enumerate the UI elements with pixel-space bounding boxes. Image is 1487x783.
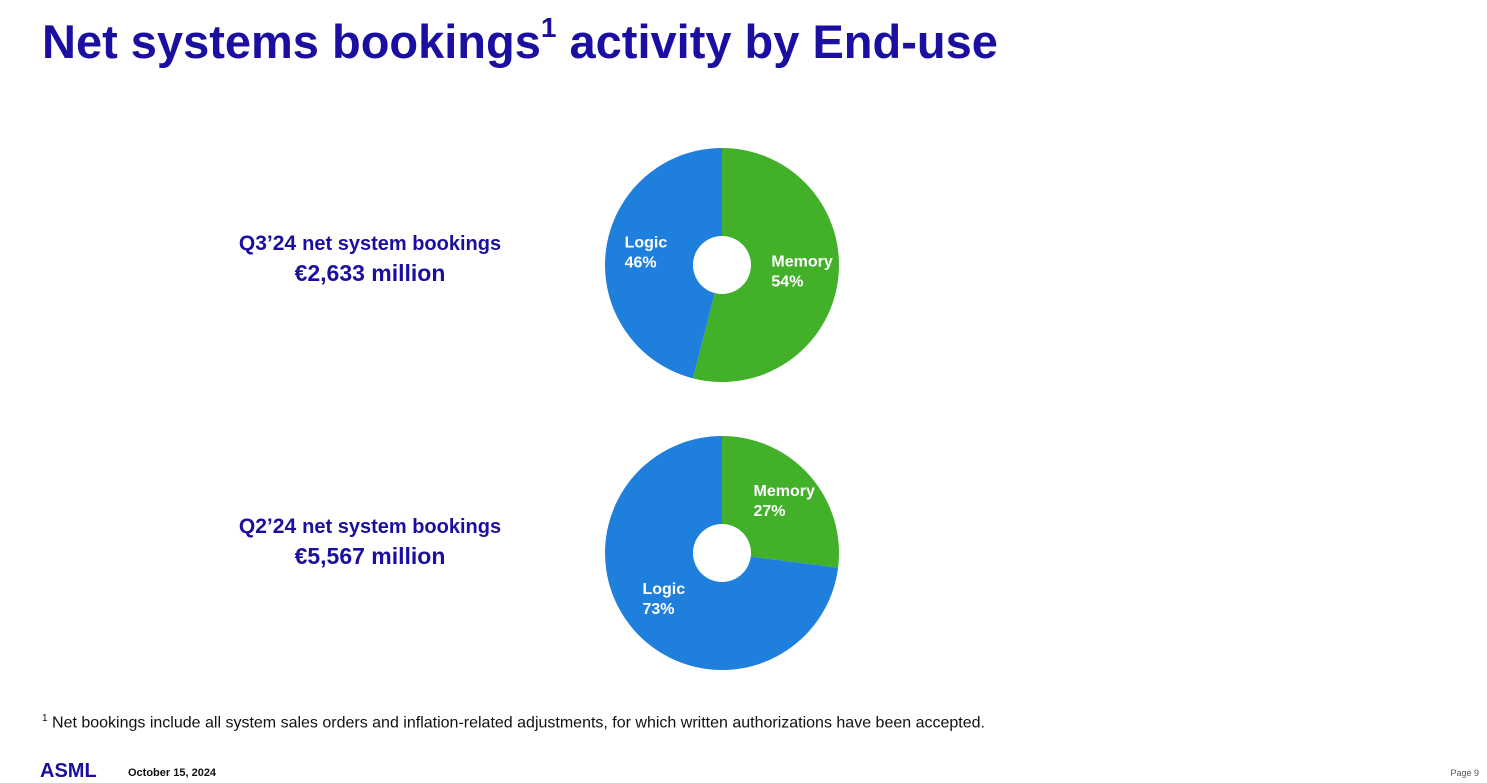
pie-label-memory-value: 27% [754, 503, 786, 520]
title-main: Net systems bookings [42, 15, 541, 68]
pie-slice-logic [604, 148, 722, 379]
page-number: Page 9 [1450, 768, 1479, 778]
pie-label-logic-value: 73% [642, 601, 674, 618]
q3-bookings-summary: Q3’24 net system bookings €2,633 million [170, 232, 570, 287]
pie-label-memory-name: Memory [754, 483, 815, 500]
q2-quarter-label: Q2’24 [238, 515, 297, 538]
footer-date: October 15, 2024 [128, 767, 217, 779]
page-title: Net systems bookings1 activity by End-us… [42, 12, 998, 69]
pie-slice-memory [692, 148, 839, 382]
q3-pie-chart: Memory 54% Logic 46% [604, 148, 839, 382]
pie-label-logic-value: 46% [625, 255, 657, 272]
q2-bookings-label: net system bookings [302, 516, 502, 538]
title-tail: activity by End-use [556, 15, 998, 68]
q3-bookings-amount: €2,633 million [294, 260, 446, 286]
pie-slice-memory [722, 436, 839, 568]
footnote: 1 Net bookings include all system sales … [42, 713, 985, 732]
pie-label-logic-name: Logic [642, 581, 685, 598]
footnote-marker: 1 [42, 713, 48, 724]
pie-label-memory-value: 54% [771, 273, 803, 290]
donut-hole [693, 236, 751, 294]
q3-quarter-label: Q3’24 [238, 232, 297, 255]
q2-pie-chart: Memory 27% Logic 73% [605, 436, 839, 670]
q2-bookings-summary: Q2’24 net system bookings €5,567 million [170, 515, 570, 570]
donut-hole [693, 524, 751, 582]
pie-label-logic-name: Logic [625, 235, 668, 252]
pie-label-memory-name: Memory [771, 253, 832, 270]
q2-bookings-amount: €5,567 million [294, 543, 446, 569]
title-footnote-marker: 1 [540, 12, 557, 44]
q3-bookings-label: net system bookings [302, 233, 502, 255]
footnote-text: Net bookings include all system sales or… [47, 714, 985, 732]
asml-logo: ASML [40, 760, 97, 782]
